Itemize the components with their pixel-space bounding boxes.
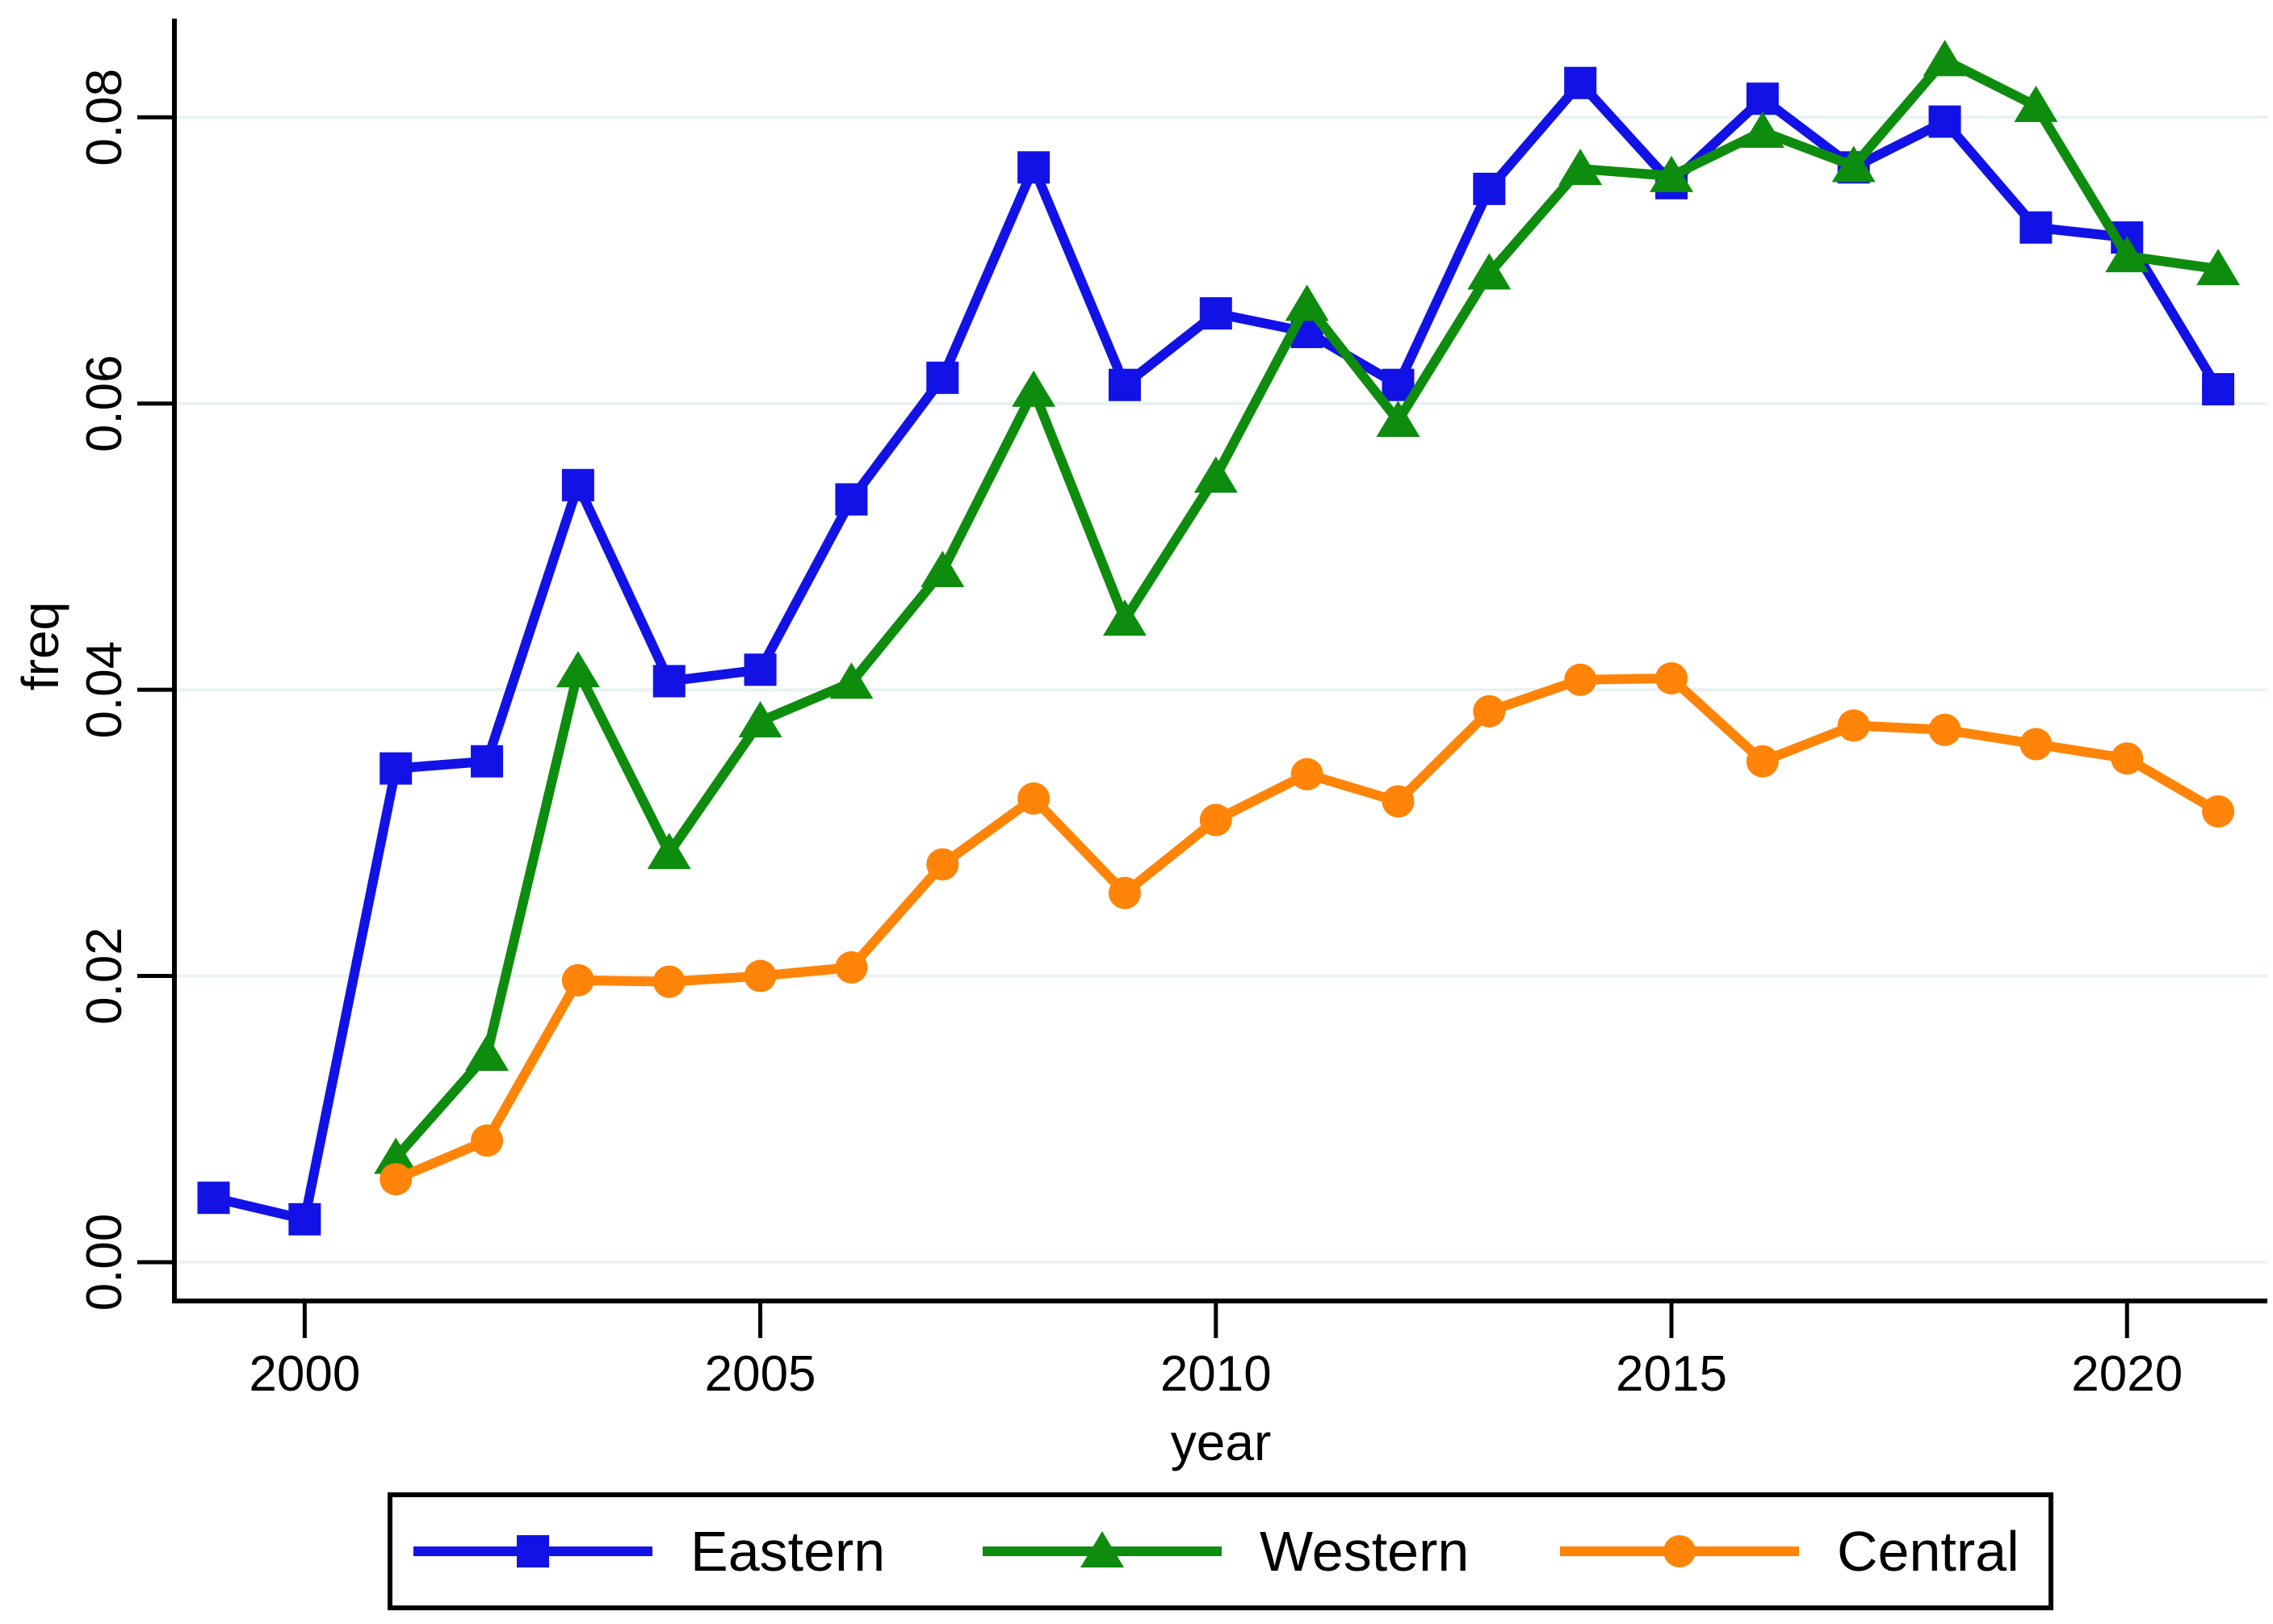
- series-western-marker-2018: [1923, 40, 1967, 77]
- series-western-marker-2019: [2014, 86, 2058, 123]
- legend-entry-eastern: Eastern: [413, 1520, 885, 1583]
- legend-label-central: Central: [1837, 1520, 2019, 1583]
- y-tick-label-0.04: 0.04: [77, 641, 132, 739]
- series-western-marker-2002: [465, 1034, 510, 1072]
- series-central-marker-2001: [380, 1163, 413, 1196]
- series-eastern-marker-2005: [744, 653, 777, 686]
- series-central: [380, 661, 2235, 1196]
- series-western-marker-2021: [2196, 249, 2241, 286]
- series-central-marker-2014: [1564, 663, 1597, 696]
- series-eastern-marker-2019: [2019, 211, 2053, 244]
- series-eastern-marker-2021: [2202, 372, 2235, 405]
- series-western-marker-2006: [829, 662, 874, 699]
- series-eastern-marker-2000: [288, 1202, 321, 1236]
- series-western-marker-2005: [738, 701, 782, 738]
- series-central-marker-2002: [471, 1124, 504, 1157]
- x-tick-label-2020: 2020: [2071, 1346, 2183, 1402]
- series-central-marker-2003: [561, 963, 594, 997]
- axes: [137, 19, 2267, 1338]
- y-axis-title: freq: [11, 602, 69, 690]
- series-central-marker-2019: [2019, 728, 2053, 761]
- series-central-marker-2013: [1473, 695, 1506, 728]
- x-tick-label-2015: 2015: [1616, 1346, 1727, 1402]
- series-central-marker-2007: [926, 848, 959, 881]
- series-central-marker-2020: [2111, 742, 2144, 775]
- series-western-marker-2008: [1012, 370, 1056, 407]
- series-central-marker-2016: [1746, 745, 1779, 778]
- series-western-marker-2003: [556, 651, 600, 688]
- x-tick-labels: 2000 2005 2010 2015 2020: [249, 1346, 2183, 1402]
- legend-entry-western: Western: [983, 1520, 1469, 1583]
- legend-marker-eastern: [517, 1535, 549, 1567]
- legend-label-western: Western: [1260, 1520, 1469, 1583]
- series-eastern-marker-2004: [652, 665, 686, 698]
- series-central-marker-2017: [1837, 709, 1870, 742]
- x-tick-label-2000: 2000: [249, 1346, 360, 1402]
- series-lines: [197, 40, 2241, 1236]
- legend-marker-western: [1080, 1531, 1124, 1567]
- series-eastern-marker-2014: [1564, 66, 1597, 99]
- series-western-marker-2013: [1467, 253, 1512, 290]
- legend-entry-central: Central: [1560, 1520, 2019, 1583]
- y-tick-label-0.02: 0.02: [77, 927, 132, 1025]
- series-western-marker-2016: [1740, 111, 1784, 148]
- series-western-marker-2001: [374, 1137, 418, 1174]
- series-western-marker-2020: [2105, 236, 2149, 273]
- series-central-marker-2018: [1928, 713, 1961, 746]
- series-western-marker-2011: [1285, 284, 1329, 321]
- series-western-marker-2015: [1650, 155, 1694, 192]
- series-eastern: [197, 66, 2235, 1236]
- series-eastern-marker-2013: [1473, 172, 1506, 205]
- series-western-marker-2010: [1193, 456, 1238, 493]
- y-tick-label-0.06: 0.06: [77, 355, 132, 452]
- x-axis-title: year: [1171, 1413, 1272, 1471]
- legend-marker-central: [1663, 1535, 1696, 1567]
- series-central-marker-2006: [835, 950, 868, 984]
- x-tick-label-2005: 2005: [705, 1346, 816, 1402]
- series-eastern-marker-2002: [471, 745, 504, 778]
- gridlines: [174, 115, 2267, 1264]
- series-central-marker-2010: [1199, 804, 1232, 837]
- series-western: [374, 40, 2241, 1174]
- series-eastern-marker-2009: [1108, 368, 1141, 401]
- legend-label-eastern: Eastern: [690, 1520, 885, 1583]
- series-central-marker-2012: [1382, 785, 1415, 818]
- series-eastern-marker-2006: [835, 483, 868, 516]
- series-eastern-marker-2016: [1746, 82, 1779, 115]
- series-western-marker-2012: [1376, 400, 1420, 437]
- y-tick-label-0.08: 0.08: [77, 69, 132, 166]
- series-western-marker-2017: [1831, 145, 1876, 183]
- series-eastern-marker-2018: [1928, 105, 1961, 138]
- series-central-marker-2004: [652, 965, 686, 998]
- series-eastern-marker-1999: [197, 1181, 230, 1215]
- series-eastern-marker-2010: [1199, 297, 1232, 330]
- series-eastern-marker-2007: [926, 361, 959, 394]
- series-central-marker-2005: [744, 959, 777, 992]
- series-central-marker-2015: [1655, 661, 1688, 695]
- y-tick-labels: 0.00 0.02 0.04 0.06 0.08: [77, 69, 132, 1311]
- x-tick-label-2010: 2010: [1160, 1346, 1272, 1402]
- series-central-marker-2011: [1290, 757, 1323, 791]
- series-western-marker-2007: [921, 551, 965, 588]
- series-western-marker-2004: [647, 833, 691, 870]
- series-eastern-marker-2001: [380, 752, 413, 785]
- series-central-marker-2009: [1108, 876, 1141, 909]
- series-central-line: [391, 673, 2224, 1185]
- y-tick-label-0.00: 0.00: [77, 1214, 132, 1311]
- series-eastern-marker-2003: [561, 468, 594, 501]
- series-central-marker-2021: [2202, 795, 2235, 828]
- series-western-marker-2009: [1102, 599, 1147, 636]
- series-eastern-marker-2008: [1017, 151, 1051, 184]
- legend: Eastern Western Central: [388, 1492, 2053, 1610]
- series-western-marker-2014: [1558, 149, 1603, 186]
- series-central-marker-2008: [1017, 782, 1051, 815]
- series-eastern-line: [208, 78, 2224, 1224]
